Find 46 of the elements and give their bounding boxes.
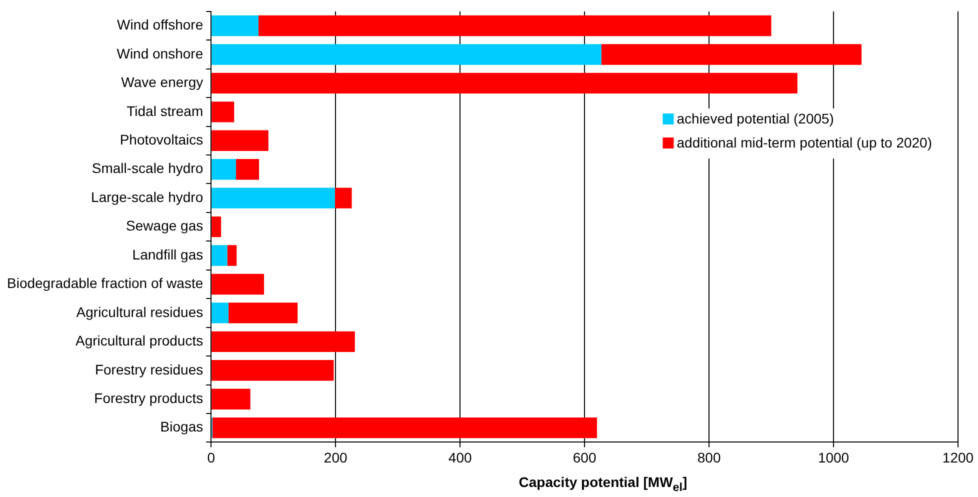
legend-label: additional mid-term potential (up to 2020): [676, 134, 932, 150]
x-tick-label: 1200: [942, 449, 974, 466]
y-tick-label: Large-scale hydro: [91, 188, 204, 205]
bar: [228, 302, 298, 324]
bar: [212, 302, 229, 324]
bar: [212, 418, 598, 438]
bar: [212, 72, 798, 94]
bar: [258, 15, 772, 36]
x-axis-title: Capacity potential [MW$_{el}$]: [518, 474, 688, 494]
bar: [212, 15, 258, 36]
bar: [212, 44, 602, 65]
y-tick-label: Wave energy: [121, 74, 204, 90]
y-tick-label: Forestry products: [94, 390, 204, 406]
bar: [212, 130, 268, 151]
x-tick-label: 200: [324, 449, 348, 466]
bar: [334, 188, 352, 208]
y-tick-label: Forestry residues: [94, 361, 204, 378]
bar: [212, 102, 234, 122]
bar: [227, 245, 237, 266]
y-tick-label: Landfill gas: [132, 246, 204, 262]
bar: [212, 159, 236, 180]
bar: [212, 188, 335, 208]
bar: [236, 159, 260, 180]
bar: [212, 274, 264, 295]
y-tick-label: Wind onshore: [116, 45, 204, 62]
bar: [212, 388, 250, 410]
y-tick-label: Wind offshore: [117, 16, 204, 33]
y-tick-label: Biogas: [160, 418, 204, 435]
bar: [212, 216, 222, 238]
y-tick-label: Biodegradable fraction of waste: [7, 275, 204, 292]
x-tick-label: 1000: [818, 449, 850, 466]
x-tick-label: 600: [572, 449, 596, 466]
y-tick-label: Photovoltaics: [120, 132, 204, 148]
y-tick-label: Agricultural residues: [76, 304, 204, 320]
y-tick-label: Tidal stream: [126, 102, 204, 119]
y-tick-label: Agricultural products: [76, 332, 204, 349]
x-tick-label: 800: [697, 449, 721, 466]
legend-label: achieved potential (2005): [676, 110, 834, 126]
y-tick-label: Small-scale hydro: [92, 160, 204, 176]
bar: [212, 245, 228, 266]
x-tick-label: 400: [448, 449, 472, 466]
bar: [212, 360, 334, 381]
y-tick-label: Sewage gas: [126, 218, 204, 234]
x-tick-label: 0: [207, 449, 216, 466]
bar: [601, 44, 862, 65]
bar: [212, 331, 355, 352]
